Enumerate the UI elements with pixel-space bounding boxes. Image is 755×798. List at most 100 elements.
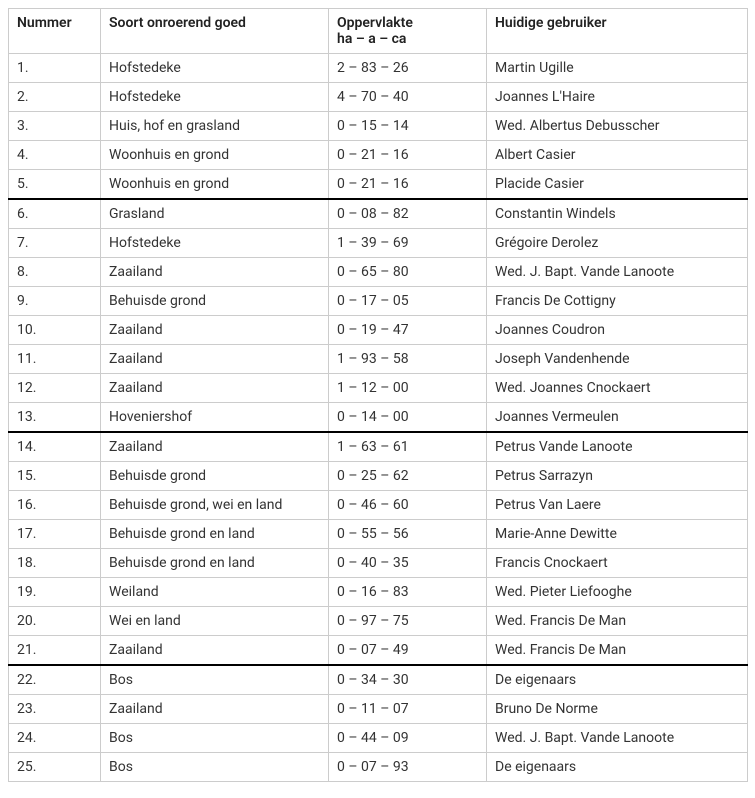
cell-type: Behuisde grond <box>101 462 329 491</box>
cell-type: Huis, hof en grasland <box>101 112 329 141</box>
table-body: 1.Hofstedeke2 – 83 – 26Martin Ugille2.Ho… <box>9 54 748 782</box>
cell-user: Martin Ugille <box>487 54 748 83</box>
cell-num: 24. <box>9 724 101 753</box>
cell-area: 0 – 65 – 80 <box>329 258 487 287</box>
cell-area: 1 – 93 – 58 <box>329 345 487 374</box>
table-row: 16.Behuisde grond, wei en land0 – 46 – 6… <box>9 491 748 520</box>
cell-user: Grégoire Derolez <box>487 229 748 258</box>
table-row: 3.Huis, hof en grasland0 – 15 – 14Wed. A… <box>9 112 748 141</box>
cell-type: Weiland <box>101 578 329 607</box>
cell-area: 0 – 14 – 00 <box>329 403 487 433</box>
cell-type: Zaailand <box>101 316 329 345</box>
table-row: 8.Zaailand0 – 65 – 80Wed. J. Bapt. Vande… <box>9 258 748 287</box>
cell-user: Wed. Albertus Debusscher <box>487 112 748 141</box>
cell-area: 0 – 25 – 62 <box>329 462 487 491</box>
cell-area: 0 – 21 – 16 <box>329 170 487 200</box>
cell-type: Woonhuis en grond <box>101 141 329 170</box>
cell-type: Hofstedeke <box>101 54 329 83</box>
cell-user: Bruno De Norme <box>487 695 748 724</box>
col-header-nummer: Nummer <box>9 9 101 54</box>
cell-area: 0 – 16 – 83 <box>329 578 487 607</box>
cell-num: 6. <box>9 199 101 229</box>
cell-num: 15. <box>9 462 101 491</box>
cell-type: Grasland <box>101 199 329 229</box>
table-row: 23.Zaailand0 – 11 – 07Bruno De Norme <box>9 695 748 724</box>
cell-area: 0 – 07 – 49 <box>329 636 487 666</box>
cell-num: 19. <box>9 578 101 607</box>
cell-num: 4. <box>9 141 101 170</box>
table-row: 25.Bos0 – 07 – 93De eigenaars <box>9 753 748 782</box>
cell-user: Petrus Sarrazyn <box>487 462 748 491</box>
cell-num: 16. <box>9 491 101 520</box>
cell-num: 20. <box>9 607 101 636</box>
cell-type: Zaailand <box>101 258 329 287</box>
cell-type: Hofstedeke <box>101 83 329 112</box>
cell-user: Wed. J. Bapt. Vande Lanoote <box>487 724 748 753</box>
cell-area: 0 – 40 – 35 <box>329 549 487 578</box>
cell-area: 0 – 11 – 07 <box>329 695 487 724</box>
cell-area: 1 – 12 – 00 <box>329 374 487 403</box>
col-header-soort: Soort onroerend goed <box>101 9 329 54</box>
cell-user: Albert Casier <box>487 141 748 170</box>
cell-num: 25. <box>9 753 101 782</box>
cell-user: Wed. Pieter Liefooghe <box>487 578 748 607</box>
cell-user: Marie-Anne Dewitte <box>487 520 748 549</box>
cell-num: 1. <box>9 54 101 83</box>
table-row: 11.Zaailand1 – 93 – 58Joseph Vandenhende <box>9 345 748 374</box>
table-row: 21.Zaailand0 – 07 – 49Wed. Francis De Ma… <box>9 636 748 666</box>
table-row: 5.Woonhuis en grond0 – 21 – 16Placide Ca… <box>9 170 748 200</box>
cell-area: 0 – 19 – 47 <box>329 316 487 345</box>
cell-type: Bos <box>101 753 329 782</box>
cell-num: 23. <box>9 695 101 724</box>
cell-type: Bos <box>101 665 329 695</box>
cell-user: Constantin Windels <box>487 199 748 229</box>
table-row: 7.Hofstedeke1 – 39 – 69Grégoire Derolez <box>9 229 748 258</box>
cell-type: Zaailand <box>101 432 329 462</box>
table-row: 22.Bos0 – 34 – 30De eigenaars <box>9 665 748 695</box>
cell-num: 11. <box>9 345 101 374</box>
cell-area: 0 – 46 – 60 <box>329 491 487 520</box>
cell-area: 0 – 55 – 56 <box>329 520 487 549</box>
cell-type: Behuisde grond <box>101 287 329 316</box>
cell-type: Hofstedeke <box>101 229 329 258</box>
cell-area: 4 – 70 – 40 <box>329 83 487 112</box>
cell-type: Zaailand <box>101 636 329 666</box>
table-row: 2.Hofstedeke4 – 70 – 40Joannes L'Haire <box>9 83 748 112</box>
cell-num: 14. <box>9 432 101 462</box>
cell-area: 1 – 39 – 69 <box>329 229 487 258</box>
cell-area: 0 – 44 – 09 <box>329 724 487 753</box>
cell-user: Francis De Cottigny <box>487 287 748 316</box>
cell-area: 0 – 34 – 30 <box>329 665 487 695</box>
cell-user: Petrus Van Laere <box>487 491 748 520</box>
table-row: 1.Hofstedeke2 – 83 – 26Martin Ugille <box>9 54 748 83</box>
cell-user: De eigenaars <box>487 753 748 782</box>
cell-type: Woonhuis en grond <box>101 170 329 200</box>
cell-user: Wed. Francis De Man <box>487 607 748 636</box>
cell-area: 0 – 15 – 14 <box>329 112 487 141</box>
cell-type: Zaailand <box>101 695 329 724</box>
table-row: 10.Zaailand0 – 19 – 47Joannes Coudron <box>9 316 748 345</box>
cell-num: 7. <box>9 229 101 258</box>
cell-type: Bos <box>101 724 329 753</box>
cell-num: 2. <box>9 83 101 112</box>
col-header-oppervlakte: Oppervlakte ha – a – ca <box>329 9 487 54</box>
cell-area: 0 – 97 – 75 <box>329 607 487 636</box>
table-row: 19.Weiland0 – 16 – 83Wed. Pieter Liefoog… <box>9 578 748 607</box>
table-header-row: Nummer Soort onroerend goed Oppervlakte … <box>9 9 748 54</box>
cell-num: 18. <box>9 549 101 578</box>
property-table: Nummer Soort onroerend goed Oppervlakte … <box>8 8 748 782</box>
cell-num: 17. <box>9 520 101 549</box>
cell-num: 5. <box>9 170 101 200</box>
cell-type: Zaailand <box>101 374 329 403</box>
cell-num: 9. <box>9 287 101 316</box>
cell-user: Joseph Vandenhende <box>487 345 748 374</box>
table-row: 9.Behuisde grond0 – 17 – 05Francis De Co… <box>9 287 748 316</box>
col-header-gebruiker: Huidige gebruiker <box>487 9 748 54</box>
table-row: 18.Behuisde grond en land0 – 40 – 35Fran… <box>9 549 748 578</box>
cell-type: Behuisde grond, wei en land <box>101 491 329 520</box>
cell-num: 22. <box>9 665 101 695</box>
cell-area: 0 – 08 – 82 <box>329 199 487 229</box>
cell-user: Joannes L'Haire <box>487 83 748 112</box>
cell-user: Petrus Vande Lanoote <box>487 432 748 462</box>
table-row: 4.Woonhuis en grond0 – 21 – 16Albert Cas… <box>9 141 748 170</box>
